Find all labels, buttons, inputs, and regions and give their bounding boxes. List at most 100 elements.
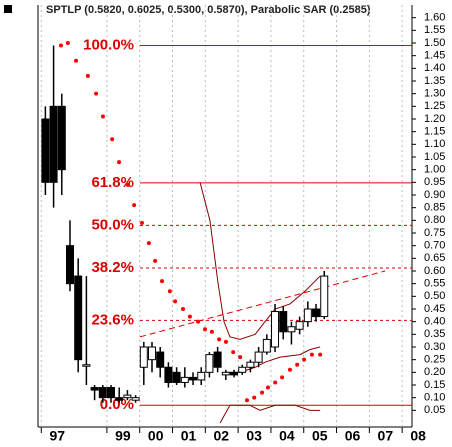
candle-body — [254, 351, 263, 363]
sar-dot — [110, 137, 115, 142]
y-tick-label: 1.15 — [424, 126, 445, 138]
candle-body — [98, 387, 107, 399]
candle-body — [295, 321, 304, 330]
sar-dot — [295, 362, 300, 367]
sar-dot — [209, 329, 214, 334]
candle-body — [90, 387, 99, 391]
band-line — [219, 404, 321, 424]
y-tick-label: 1.35 — [424, 75, 445, 87]
sar-dot — [153, 258, 158, 263]
candle-body — [205, 354, 214, 373]
sar-dot — [196, 319, 201, 324]
candle-body — [156, 351, 165, 368]
candle-body — [221, 371, 230, 376]
x-tick-label: 99 — [115, 428, 131, 444]
candle-body — [148, 346, 157, 361]
y-tick-label: 0.95 — [424, 176, 445, 188]
y-tick-label: 1.60 — [424, 12, 445, 24]
candle-body — [320, 275, 329, 318]
chart-title: SPTLP (0.5820, 0.6025, 0.5300, 0.5870), … — [46, 4, 371, 16]
sar-dot — [173, 299, 178, 304]
sar-dot — [223, 339, 228, 344]
candle-body — [271, 311, 280, 348]
level-label: 38.2% — [91, 259, 134, 276]
y-tick-label: 1.50 — [424, 37, 445, 49]
sar-dot — [231, 350, 236, 355]
candle-body — [49, 105, 58, 183]
trend-line — [139, 270, 386, 338]
icon — [4, 5, 12, 13]
sar-dot — [260, 390, 265, 395]
candle-body — [82, 364, 91, 367]
y-tick-label: 1.20 — [424, 113, 445, 125]
y-tick-label: 1.00 — [424, 164, 445, 176]
sar-dot — [160, 279, 165, 284]
level-label: 0.0% — [100, 396, 134, 413]
level-label: 100.0% — [83, 37, 134, 54]
sar-dot — [146, 241, 151, 246]
sar-dot — [187, 314, 192, 319]
y-tick-label: 1.55 — [424, 24, 445, 36]
y-tick-label: 0.60 — [424, 265, 445, 277]
sar-dot — [94, 91, 99, 96]
x-tick-label: 05 — [312, 428, 328, 444]
x-tick-label: 00 — [148, 428, 164, 444]
y-tick-label: 0.50 — [424, 290, 445, 302]
y-tick-label: 0.05 — [424, 404, 445, 416]
sar-dot — [74, 58, 79, 63]
y-tick-label: 0.75 — [424, 227, 445, 239]
sar-dot — [244, 398, 249, 403]
sar-dot — [309, 352, 314, 357]
candle-body — [213, 351, 222, 368]
sar-dot — [302, 357, 307, 362]
y-tick-label: 0.20 — [424, 366, 445, 378]
x-tick-label: 07 — [378, 428, 394, 444]
y-tick-label: 1.05 — [424, 151, 445, 163]
y-tick-label: 0.90 — [424, 189, 445, 201]
y-tick-label: 0.10 — [424, 392, 445, 404]
x-tick-label: 06 — [345, 428, 361, 444]
sar-dot — [100, 114, 105, 119]
sar-dot — [139, 220, 144, 225]
candle-body — [74, 275, 83, 361]
candle-body — [172, 371, 181, 383]
sar-dot — [85, 73, 90, 78]
x-tick-label: 02 — [214, 428, 230, 444]
sar-dot — [217, 337, 222, 342]
x-tick-label: 04 — [279, 428, 295, 444]
candle-body — [262, 338, 271, 353]
y-tick-label: 1.45 — [424, 50, 445, 62]
x-tick-label: 01 — [181, 428, 197, 444]
y-tick-label: 0.25 — [424, 354, 445, 366]
x-tick-label: 03 — [246, 428, 262, 444]
sar-dot — [252, 395, 257, 400]
y-tick-label: 1.30 — [424, 88, 445, 100]
sar-dot — [132, 203, 137, 208]
sar-dot — [280, 375, 285, 380]
candle-body — [164, 366, 173, 383]
y-tick-label: 0.80 — [424, 214, 445, 226]
sar-dot — [167, 289, 172, 294]
sar-dot — [318, 352, 323, 357]
candle-body — [287, 326, 296, 333]
candle-body — [189, 376, 198, 381]
y-tick-label: 1.25 — [424, 100, 445, 112]
y-tick-label: 0.70 — [424, 240, 445, 252]
level-label: 50.0% — [91, 216, 134, 233]
candle-body — [303, 308, 312, 323]
y-tick-label: 0.55 — [424, 278, 445, 290]
sar-dot — [202, 327, 207, 332]
y-tick-label: 0.40 — [424, 316, 445, 328]
candle-body — [279, 311, 288, 333]
level-label: 23.6% — [91, 311, 134, 328]
sar-dot — [287, 367, 292, 372]
y-tick-label: 1.40 — [424, 62, 445, 74]
band-line — [199, 182, 321, 340]
sar-dot — [58, 43, 63, 48]
y-tick-label: 0.30 — [424, 341, 445, 353]
candle-body — [238, 366, 247, 373]
y-tick-label: 0.35 — [424, 328, 445, 340]
